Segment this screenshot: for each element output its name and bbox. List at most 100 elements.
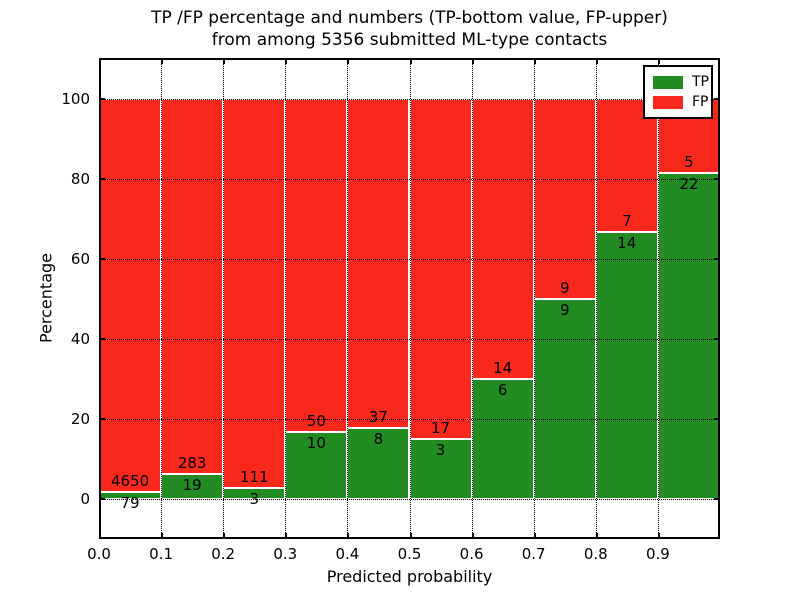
gridline-vertical (657, 58, 659, 539)
y-tick-mark-left (99, 498, 105, 500)
x-tick-label: 0.4 (335, 545, 360, 563)
tp-count-label: 14 (617, 234, 637, 253)
x-tick-mark-bottom (347, 533, 350, 539)
tp-count-label: 6 (497, 381, 508, 399)
x-tick-mark-top (718, 58, 720, 64)
fp-count-label: 50 (306, 412, 326, 431)
fp-count-label: 4650 (110, 472, 150, 491)
y-tick-label: 80 (70, 170, 90, 188)
tp-count-label: 9 (559, 301, 570, 319)
y-tick-mark-right (714, 258, 720, 260)
x-tick-mark-top (533, 58, 536, 64)
x-tick-mark-top (657, 58, 660, 64)
fp-count-label: 9 (559, 279, 570, 297)
tp-bar-segment (161, 473, 224, 499)
x-tick-mark-top (347, 58, 350, 64)
x-tick-mark-top (595, 58, 598, 64)
gridline-vertical (533, 58, 535, 539)
y-tick-mark-right (714, 98, 720, 100)
y-tick-label: 40 (70, 330, 90, 348)
fp-bar-segment (99, 99, 162, 493)
x-tick-label: 0.5 (397, 545, 422, 563)
legend-item-label: TP (692, 74, 709, 90)
y-tick-label: 60 (70, 250, 90, 268)
chart-title-line2: from among 5356 submitted ML-type contac… (211, 30, 608, 50)
y-tick-mark-left (99, 418, 105, 420)
legend: TP FP (643, 65, 713, 119)
tp-count-label: 3 (435, 441, 446, 459)
x-tick-label: 0.2 (211, 545, 236, 563)
gridline-vertical (595, 58, 597, 539)
fp-count-label: 111 (239, 468, 269, 487)
x-tick-mark-bottom (223, 533, 226, 539)
tp-bar-segment (657, 173, 720, 499)
gridline-vertical (347, 58, 349, 539)
tp-count-label: 8 (373, 429, 384, 448)
fp-bar-segment (471, 99, 534, 379)
x-tick-label: 0.3 (273, 545, 298, 563)
fp-bar-segment (347, 99, 410, 428)
chart-title-line1: TP /FP percentage and numbers (TP-bottom… (151, 8, 668, 28)
legend-swatch-fp (653, 95, 683, 109)
y-tick-mark-left (99, 258, 105, 260)
gridline-vertical (223, 58, 225, 539)
fp-bar-segment (409, 99, 472, 439)
x-tick-mark-bottom (657, 533, 660, 539)
x-tick-mark-top (409, 58, 412, 64)
x-tick-mark-bottom (161, 533, 164, 539)
x-tick-label: 0.0 (87, 545, 111, 563)
tp-bar-segment (595, 232, 658, 499)
x-tick-mark-top (471, 58, 474, 64)
x-tick-mark-bottom (718, 533, 720, 539)
y-tick-label: 0 (80, 490, 90, 508)
fp-count-label: 283 (177, 453, 207, 472)
y-tick-label: 100 (61, 90, 90, 108)
y-tick-mark-right (714, 338, 720, 340)
fp-bar-segment (223, 99, 286, 489)
x-tick-mark-bottom (595, 533, 598, 539)
legend-item: FP (653, 92, 711, 112)
tp-bar-segment (285, 432, 348, 499)
legend-item: TP (653, 72, 711, 92)
fp-bar-segment (161, 99, 224, 474)
x-tick-mark-bottom (533, 533, 536, 539)
tp-count-label: 3 (249, 490, 259, 509)
x-tick-mark-bottom (409, 533, 412, 539)
gridline-vertical (471, 58, 473, 539)
fp-count-label: 7 (622, 212, 632, 231)
x-tick-mark-top (285, 58, 288, 64)
legend-item-label: FP (692, 94, 709, 110)
tp-count-label: 19 (182, 475, 202, 494)
y-tick-mark-right (714, 178, 720, 180)
tp-count-label: 79 (120, 494, 140, 513)
x-tick-mark-top (161, 58, 164, 64)
legend-swatch-tp (653, 75, 683, 89)
y-tick-mark-left (99, 338, 105, 340)
y-tick-mark-left (99, 98, 105, 100)
gridline-vertical (285, 58, 287, 539)
fp-count-label: 17 (431, 419, 451, 437)
x-tick-label: 0.8 (583, 545, 608, 563)
fp-bar-segment (533, 99, 596, 299)
x-axis-label: Predicted probability (326, 567, 493, 586)
gridline-vertical (409, 58, 411, 539)
fp-count-label: 14 (493, 359, 513, 377)
tp-count-label: 22 (679, 175, 699, 194)
fp-bar-segment (285, 99, 348, 433)
x-tick-label: 0.6 (459, 545, 484, 563)
tp-count-label: 10 (306, 434, 326, 453)
fp-count-label: 5 (684, 153, 694, 172)
y-tick-mark-right (714, 498, 720, 500)
y-tick-label: 20 (70, 410, 90, 428)
x-tick-mark-bottom (471, 533, 474, 539)
tp-bar-segment (471, 379, 534, 499)
tp-bar-segment (533, 299, 596, 499)
x-tick-label: 0.7 (521, 545, 546, 563)
y-tick-mark-left (99, 178, 105, 180)
chart-title: TP /FP percentage and numbers (TP-bottom… (99, 7, 720, 51)
x-tick-mark-bottom (99, 533, 101, 539)
y-tick-mark-right (714, 418, 720, 420)
fp-count-label: 37 (368, 407, 388, 426)
x-tick-mark-top (99, 58, 101, 64)
